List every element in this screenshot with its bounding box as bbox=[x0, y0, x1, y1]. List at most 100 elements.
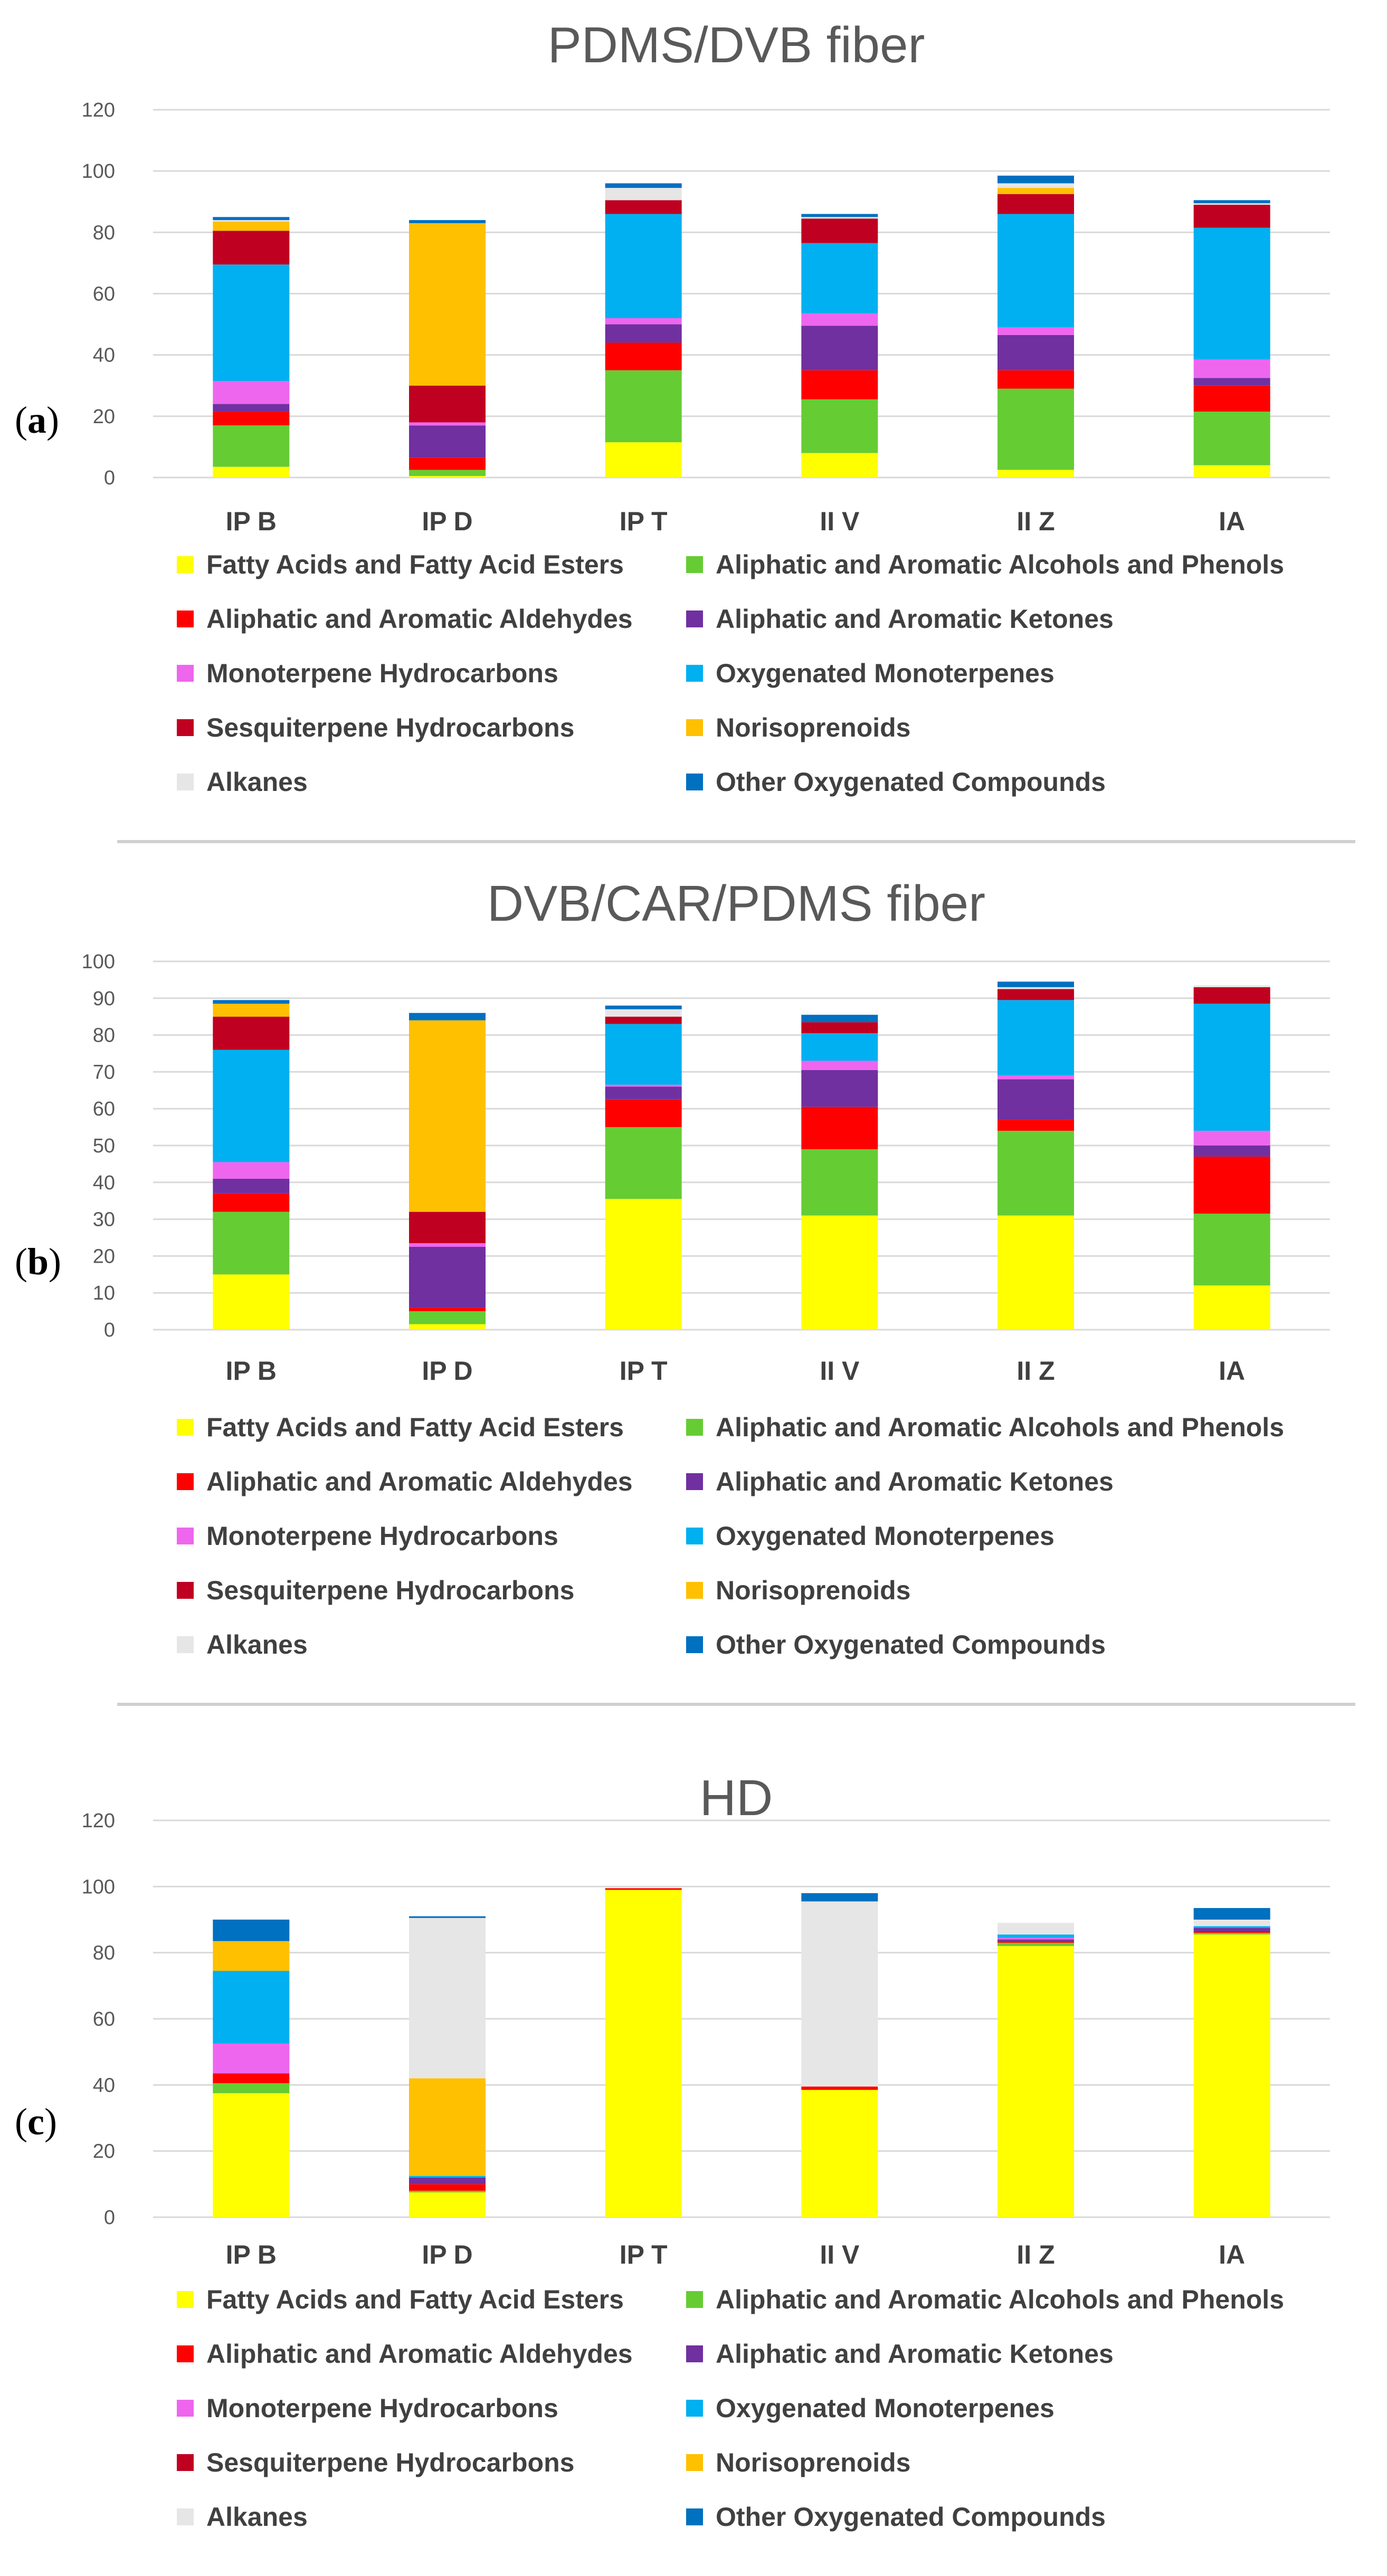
bar-segment-ketones-3 bbox=[801, 1070, 878, 1107]
x-tick-label: IP D bbox=[422, 1356, 472, 1386]
chart-title: DVB/CAR/PDMS fiber bbox=[487, 875, 985, 932]
legend-swatch-fatty bbox=[177, 2291, 194, 2308]
x-tick-label: II V bbox=[820, 507, 860, 536]
legend-swatch-alkanes bbox=[177, 2508, 194, 2525]
x-tick-label: IP D bbox=[422, 2240, 472, 2269]
bar-segment-sesquiterpene_hc-2 bbox=[605, 200, 682, 214]
legend-swatch-other_oxygenated bbox=[686, 774, 703, 790]
bar-segment-aldehydes-1 bbox=[409, 2184, 486, 2191]
chart-panel-c: HD (c) 0 20 40 60 80 100 120 IP B IP D IP T II V II Z… bbox=[15, 1770, 1330, 2532]
bar-segment-monoterpene_hc-5 bbox=[1193, 1131, 1270, 1146]
bar-segment-fatty-1 bbox=[409, 476, 486, 478]
bar-segment-oxygenated_monoterpenes-4 bbox=[998, 214, 1074, 328]
legend-swatch-monoterpene_hc bbox=[177, 665, 194, 682]
x-tick-label: IP T bbox=[620, 507, 668, 536]
legend-swatch-oxygenated_monoterpenes bbox=[686, 1528, 703, 1544]
legend-label: Aliphatic and Aromatic Aldehydes bbox=[206, 604, 633, 634]
bar-segment-ketones-5 bbox=[1193, 378, 1270, 386]
legend-label: Aliphatic and Aromatic Aldehydes bbox=[206, 2339, 633, 2369]
bar-segment-alcohols-1 bbox=[409, 2190, 486, 2192]
bar-segment-alcohols-2 bbox=[605, 370, 682, 443]
bar-segment-aldehydes-2 bbox=[605, 1099, 682, 1128]
x-tick-label: IP D bbox=[422, 507, 472, 536]
bar-segment-ketones-4 bbox=[998, 335, 1074, 370]
legend-label: Alkanes bbox=[206, 767, 308, 797]
y-tick-label: 100 bbox=[82, 1876, 115, 1898]
bar-segment-norisoprenoids-1 bbox=[409, 1020, 486, 1212]
bar-segment-alkanes-4 bbox=[998, 987, 1074, 989]
bar-segment-aldehydes-2 bbox=[605, 342, 682, 370]
bar-segment-alkanes-2 bbox=[605, 188, 682, 201]
bar-segment-fatty-2 bbox=[605, 1199, 682, 1330]
bar-segment-ketones-0 bbox=[213, 404, 290, 412]
bar-segment-ketones-2 bbox=[605, 1086, 682, 1100]
y-tick-label: 70 bbox=[93, 1061, 115, 1083]
bar-segment-fatty-0 bbox=[213, 466, 290, 478]
legend-swatch-aldehydes bbox=[177, 2345, 194, 2362]
bar-segment-aldehydes-3 bbox=[801, 2086, 878, 2090]
legend-swatch-fatty bbox=[177, 1419, 194, 1436]
bar-segment-alcohols-4 bbox=[998, 1131, 1074, 1216]
y-tick-label: 120 bbox=[82, 1810, 115, 1832]
chart-panel-a: PDMS/DVB fiber (a) 0 20 40 60 80 100 120 IP B IP D… bbox=[15, 17, 1355, 843]
bar-segment-ketones-4 bbox=[998, 1079, 1074, 1120]
bar-segment-norisoprenoids-0 bbox=[213, 222, 290, 231]
bar-segment-monoterpene_hc-3 bbox=[801, 1061, 878, 1070]
bar-segment-aldehydes-1 bbox=[409, 457, 486, 470]
legend-swatch-alcohols bbox=[686, 1419, 703, 1436]
bar-segment-fatty-3 bbox=[801, 1215, 878, 1330]
bar-segment-alkanes-5 bbox=[1193, 985, 1270, 987]
x-tick-label: IA bbox=[1219, 1356, 1245, 1386]
x-tick-label: II Z bbox=[1016, 507, 1054, 536]
bar-segment-alcohols-0 bbox=[213, 2083, 290, 2093]
bar-segment-monoterpene_hc-2 bbox=[605, 318, 682, 325]
bar-segment-ketones-5 bbox=[1193, 1146, 1270, 1157]
bar-segment-fatty-2 bbox=[605, 1890, 682, 2217]
x-tick-label: II V bbox=[820, 1356, 860, 1386]
bar-segment-alkanes-4 bbox=[998, 1923, 1074, 1935]
bar-segment-alcohols-3 bbox=[801, 1149, 878, 1216]
bar-segment-fatty-4 bbox=[998, 470, 1074, 478]
bar-segment-oxygenated_monoterpenes-3 bbox=[801, 243, 878, 314]
bar-segment-sesquiterpene_hc-0 bbox=[213, 1016, 290, 1050]
legend-label: Sesquiterpene Hydrocarbons bbox=[206, 1576, 574, 1605]
bar-segment-fatty-2 bbox=[605, 442, 682, 478]
bar-segment-other_oxygenated-3 bbox=[801, 1893, 878, 1902]
bar-segment-ketones-1 bbox=[409, 1246, 486, 1308]
bar-segment-other_oxygenated-1 bbox=[409, 1916, 486, 1918]
bar-segment-alkanes-3 bbox=[801, 1901, 878, 2087]
legend-swatch-aldehydes bbox=[177, 610, 194, 627]
y-tick-label: 0 bbox=[104, 467, 115, 489]
bar-segment-fatty-0 bbox=[213, 2093, 290, 2217]
y-tick-label: 100 bbox=[82, 160, 115, 183]
legend-label: Monoterpene Hydrocarbons bbox=[206, 1521, 558, 1551]
bar-segment-monoterpene_hc-1 bbox=[409, 422, 486, 426]
legend-label: Monoterpene Hydrocarbons bbox=[206, 659, 558, 688]
legend-label: Aliphatic and Aromatic Alcohols and Phen… bbox=[716, 550, 1284, 579]
bar-segment-sesquiterpene_hc-1 bbox=[409, 1211, 486, 1243]
y-tick-label: 0 bbox=[104, 2207, 115, 2229]
legend-swatch-ketones bbox=[686, 610, 703, 627]
bar-segment-alcohols-4 bbox=[998, 388, 1074, 470]
bar-segment-oxygenated_monoterpenes-2 bbox=[605, 214, 682, 318]
bar-segment-ketones-5 bbox=[1193, 1928, 1270, 1931]
bar-segment-alcohols-5 bbox=[1193, 1214, 1270, 1286]
bar-segment-norisoprenoids-1 bbox=[409, 223, 486, 386]
bar-segment-oxygenated_monoterpenes-0 bbox=[213, 264, 290, 381]
panel-label: (c) bbox=[15, 2101, 57, 2143]
bar-segment-alcohols-4 bbox=[998, 1942, 1074, 1947]
y-tick-label: 80 bbox=[93, 222, 115, 244]
legend-label: Aliphatic and Aromatic Ketones bbox=[716, 604, 1114, 634]
bar-segment-other_oxygenated-0 bbox=[213, 1920, 290, 1941]
legend-label: Other Oxygenated Compounds bbox=[716, 2502, 1106, 2532]
bar-segment-ketones-0 bbox=[213, 1178, 290, 1194]
bar-segment-other_oxygenated-0 bbox=[213, 1000, 290, 1004]
bar-segment-fatty-3 bbox=[801, 453, 878, 478]
bar-segment-other_oxygenated-3 bbox=[801, 1015, 878, 1023]
bar-segment-fatty-1 bbox=[409, 1324, 486, 1330]
bar-segment-fatty-4 bbox=[998, 1946, 1074, 2217]
bar-segment-other_oxygenated-0 bbox=[213, 217, 290, 221]
legend-label: Fatty Acids and Fatty Acid Esters bbox=[206, 550, 624, 579]
y-tick-label: 40 bbox=[93, 1172, 115, 1194]
bar-segment-norisoprenoids-1 bbox=[409, 2078, 486, 2176]
